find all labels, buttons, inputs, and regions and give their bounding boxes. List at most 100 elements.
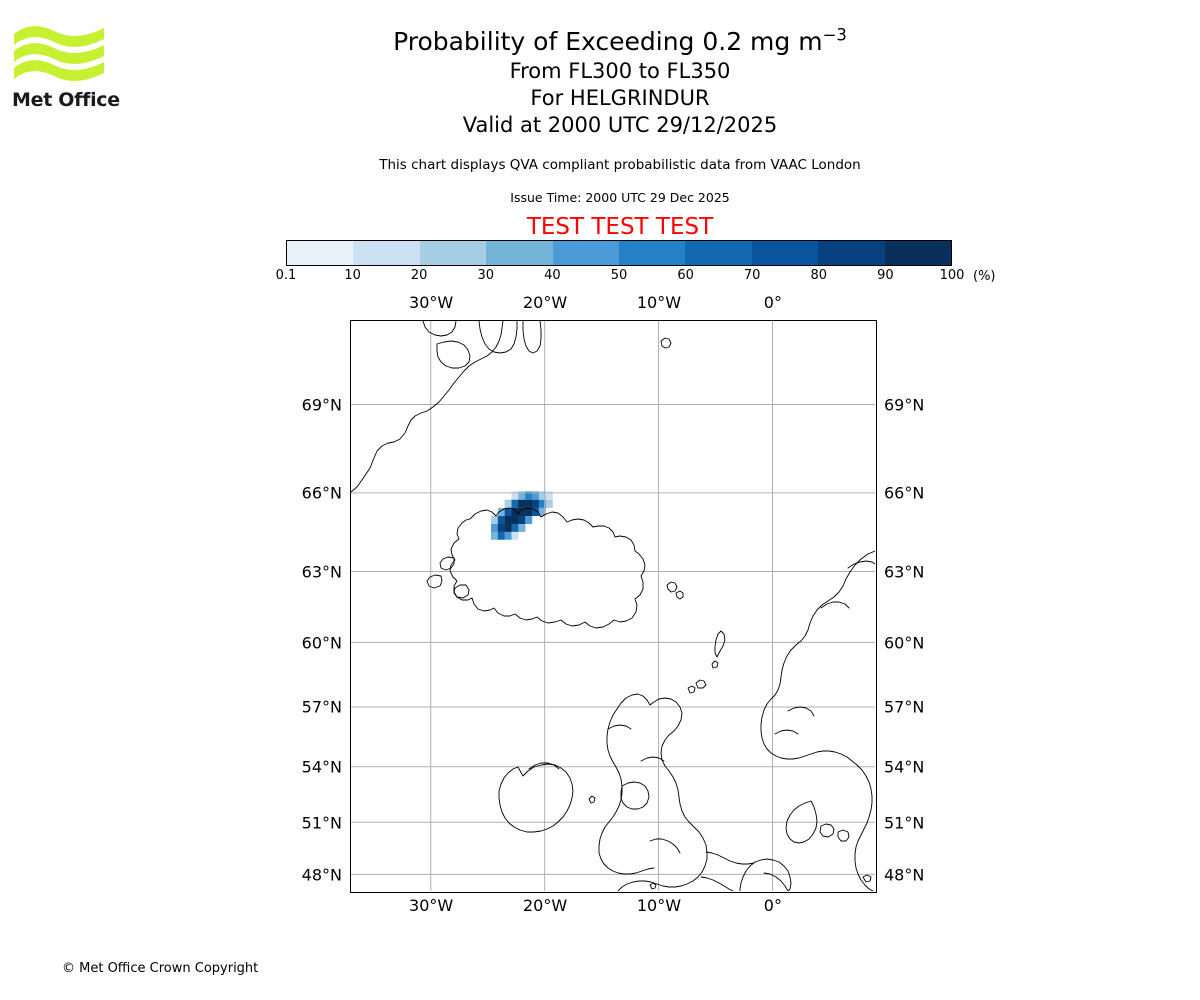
- colorbar-tick-100: 100: [939, 268, 965, 283]
- lon-label-top-30°W: 30°W: [409, 293, 454, 312]
- probability-cell: [504, 499, 512, 508]
- coastlines-layer: [351, 321, 875, 891]
- lat-label-left-60°N: 60°N: [301, 633, 342, 653]
- probability-cell: [504, 516, 512, 525]
- lat-label-right-54°N: 54°N: [884, 757, 925, 777]
- colorbar-tick-60: 60: [677, 268, 694, 283]
- page-title-text: Probability of Exceeding 0.2 mg m: [393, 27, 823, 56]
- probability-cell: [497, 524, 505, 532]
- lat-label-left-57°N: 57°N: [301, 697, 342, 717]
- gridlines-layer: [351, 321, 875, 891]
- colorbar-tick-70: 70: [743, 268, 761, 283]
- colorbar-tick-80: 80: [810, 268, 828, 283]
- probability-colorbar: [286, 240, 952, 266]
- colorbar-unit-label: (%): [973, 269, 996, 284]
- colorbar-tick-10: 10: [344, 268, 361, 283]
- probability-cell: [491, 516, 499, 525]
- copyright-notice: © Met Office Crown Copyright: [62, 961, 259, 976]
- colorbar-tick-40: 40: [544, 268, 561, 283]
- probability-cell: [511, 524, 519, 532]
- probability-cell: [532, 507, 540, 517]
- colorbar-band-3: [486, 241, 553, 265]
- probability-cell: [497, 516, 505, 525]
- probability-cell: [525, 507, 533, 517]
- page-title-exponent: −3: [822, 25, 847, 45]
- test-banner: TEST TEST TEST: [526, 214, 714, 240]
- colorbar-tick-20: 20: [410, 268, 428, 283]
- map-plot-area: [350, 320, 877, 893]
- probability-cell: [532, 491, 540, 500]
- lon-label-top-0°: 0°: [763, 293, 782, 312]
- colorbar-band-7: [751, 241, 819, 265]
- probability-cell: [511, 491, 519, 500]
- lat-label-right-60°N: 60°N: [884, 633, 925, 653]
- colorbar-band-0: [287, 241, 354, 265]
- probability-cell: [538, 507, 546, 517]
- probability-cell: [511, 516, 519, 525]
- page-title: Probability of Exceeding 0.2 mg m−3: [200, 26, 1040, 58]
- qva-note: This chart displays QVA compliant probab…: [379, 157, 861, 173]
- probability-cell: [491, 531, 499, 540]
- valid-time-line: Valid at 2000 UTC 29/12/2025: [462, 113, 778, 137]
- lon-label-top-20°W: 20°W: [522, 293, 568, 312]
- volcano-name-line: For HELGRINDUR: [530, 86, 710, 110]
- lat-label-left-66°N: 66°N: [301, 483, 342, 503]
- probability-cell: [545, 491, 553, 500]
- probability-cell: [511, 507, 519, 517]
- colorbar-tick-labels: 0.1 10 20 30 40 50 60 70 80 90 100: [0, 268, 1200, 286]
- lat-label-left-48°N: 48°N: [301, 865, 342, 885]
- met-office-logo-text: Met Office: [12, 89, 120, 111]
- probability-cell: [518, 516, 526, 525]
- met-office-wave-icon: [14, 26, 104, 81]
- colorbar-tick-0.1: 0.1: [275, 268, 297, 283]
- probability-cell: [497, 531, 505, 540]
- probability-cell: [518, 524, 526, 532]
- map-canvas: [351, 321, 875, 891]
- lon-label-bottom-30°W: 30°W: [409, 896, 454, 915]
- probability-cell: [491, 524, 499, 532]
- lat-label-right-66°N: 66°N: [884, 483, 925, 503]
- probability-cell: [532, 499, 540, 508]
- colorbar-tick-30: 30: [477, 268, 495, 283]
- probability-cell: [525, 499, 533, 508]
- lat-label-left-69°N: 69°N: [301, 395, 342, 415]
- colorbar-bands: [286, 240, 952, 266]
- lat-label-right-57°N: 57°N: [884, 697, 925, 717]
- lat-label-left-51°N: 51°N: [301, 813, 342, 833]
- lon-label-bottom-20°W: 20°W: [522, 896, 568, 915]
- lat-label-right-51°N: 51°N: [884, 813, 925, 833]
- colorbar-tick-90: 90: [877, 268, 894, 283]
- probability-cell: [504, 524, 512, 532]
- lon-label-top-10°W: 10°W: [636, 293, 682, 312]
- issue-time: Issue Time: 2000 UTC 29 Dec 2025: [510, 190, 730, 205]
- lon-label-bottom-10°W: 10°W: [636, 896, 682, 915]
- chart-title-block: Probability of Exceeding 0.2 mg m−3 From…: [200, 26, 1040, 139]
- probability-cell: [545, 499, 553, 508]
- probability-cell: [518, 499, 526, 508]
- lat-label-left-54°N: 54°N: [301, 757, 342, 777]
- lat-label-right-69°N: 69°N: [884, 395, 925, 415]
- probability-cell: [538, 491, 546, 500]
- met-office-logo: Met Office: [12, 22, 124, 114]
- colorbar-band-9: [884, 241, 952, 265]
- probability-cell: [511, 499, 519, 508]
- probability-cell: [504, 531, 512, 540]
- colorbar-band-2: [419, 241, 487, 265]
- lat-label-left-63°N: 63°N: [301, 562, 342, 582]
- flight-level-line: From FL300 to FL350: [509, 59, 731, 83]
- lat-label-right-48°N: 48°N: [884, 865, 925, 885]
- probability-cell: [511, 531, 519, 540]
- colorbar-band-1: [353, 241, 420, 265]
- colorbar-band-8: [818, 241, 885, 265]
- probability-cell: [504, 507, 512, 517]
- colorbar-band-6: [685, 241, 752, 265]
- lat-label-right-63°N: 63°N: [884, 562, 925, 582]
- lon-label-bottom-0°: 0°: [763, 896, 782, 915]
- probability-cell: [525, 516, 533, 525]
- colorbar-tick-50: 50: [610, 268, 628, 283]
- probability-cells-layer: [491, 491, 553, 540]
- colorbar-band-4: [552, 241, 620, 265]
- colorbar-band-5: [619, 241, 686, 265]
- probability-cell: [518, 491, 526, 500]
- probability-cell: [497, 507, 505, 517]
